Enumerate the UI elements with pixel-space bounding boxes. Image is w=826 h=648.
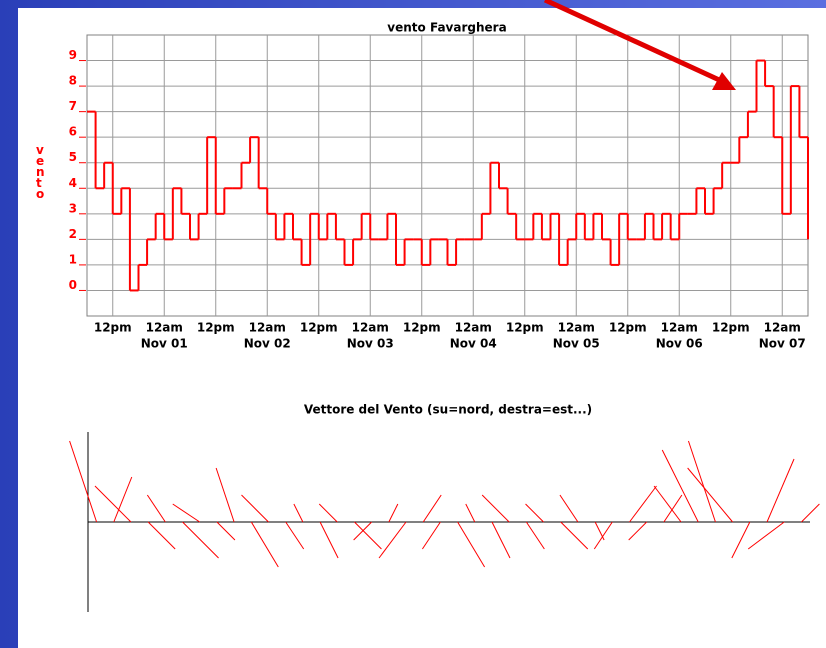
wind-vector [69, 440, 98, 523]
x-tick-label: 12am [249, 321, 286, 335]
x-tick-label: 12am [146, 321, 183, 335]
wind-vector [354, 521, 382, 550]
wind-vector [318, 503, 338, 523]
x-tick-label: 12am [661, 321, 698, 335]
y-tick-label: 1 [69, 252, 77, 266]
x-tick-label: 12am [455, 321, 492, 335]
wind-vector [94, 485, 132, 523]
wind-vector [421, 521, 441, 550]
wind-vector [525, 503, 544, 523]
wind-vector [747, 521, 785, 550]
wind-vector [388, 503, 399, 523]
wind-vector [113, 476, 133, 523]
x-date-label: Nov 04 [450, 337, 497, 351]
wind-vector [766, 458, 795, 523]
annotation-arrow [543, 0, 730, 87]
wind-vector [491, 521, 511, 559]
y-tick-label: 8 [69, 74, 77, 88]
wind-vector [663, 494, 683, 523]
wind-vector [182, 521, 219, 559]
wind-vector [241, 494, 269, 523]
wind-vector [801, 503, 820, 523]
wind-vector [525, 521, 545, 550]
wind-vector [593, 521, 613, 550]
y-tick-label: 2 [69, 227, 77, 241]
wind-vector [216, 521, 236, 541]
chart-title: vento Favarghera [387, 21, 506, 35]
x-tick-label: 12am [352, 321, 389, 335]
wind-vector [465, 503, 476, 523]
x-tick-label: 12pm [197, 321, 235, 335]
wind-vector [285, 521, 305, 550]
wind-speed-chart: 0 1 2 3 4 5 6 7 8 9 12pm 12am 12pm 12am 12pm 12am 12pm 12… [69, 35, 809, 351]
wind-vector [628, 521, 648, 541]
x-tick-label: 12pm [712, 321, 750, 335]
wind-vector [687, 440, 716, 523]
wind-vector [319, 521, 339, 559]
chart-title: Vettore del Vento (su=nord, destra=est..… [304, 403, 592, 417]
wind-vector [146, 494, 166, 523]
wind-vector [215, 467, 235, 523]
x-tick-label: 12am [558, 321, 595, 335]
annotation-arrowhead [712, 72, 736, 90]
x-date-label: Nov 07 [759, 337, 806, 351]
x-tick-label: 12pm [609, 321, 647, 335]
wind-vector [481, 494, 510, 523]
wind-vector [457, 521, 486, 568]
y-tick-label: 6 [69, 125, 77, 139]
x-tick-label: 12pm [403, 321, 441, 335]
y-tick-label: 7 [69, 99, 77, 113]
wind-vector [687, 467, 734, 523]
wind-vector [629, 485, 657, 523]
wind-vector [293, 503, 304, 523]
x-date-label: Nov 03 [347, 337, 394, 351]
wind-vector [422, 494, 442, 523]
wind-vector [147, 521, 176, 550]
wind-vector [250, 521, 279, 568]
x-date-label: Nov 05 [553, 337, 600, 351]
y-tick-label: 4 [69, 176, 77, 190]
plot-frame [86, 34, 809, 317]
x-tick-label: 12pm [300, 321, 338, 335]
x-date-label: Nov 01 [141, 337, 188, 351]
y-tick-label: 0 [69, 278, 77, 292]
wind-vector [653, 485, 682, 523]
y-tick-label: 9 [69, 48, 77, 62]
wind-vector [378, 521, 407, 559]
wind-vector-chart [69, 440, 820, 568]
x-date-label: Nov 02 [244, 337, 291, 351]
y-tick-label: 5 [69, 150, 77, 164]
x-date-label: Nov 06 [656, 337, 703, 351]
wind-vector [172, 503, 201, 523]
x-tick-label: 12pm [94, 321, 132, 335]
x-tick-label: 12pm [506, 321, 544, 335]
wind-vector [560, 521, 589, 550]
wind-vector [661, 449, 699, 523]
x-tick-label: 12am [764, 321, 801, 335]
wind-vector [731, 521, 751, 559]
wind-vector [559, 494, 579, 523]
y-tick-label: 3 [69, 201, 77, 215]
wind-vector [353, 521, 372, 541]
